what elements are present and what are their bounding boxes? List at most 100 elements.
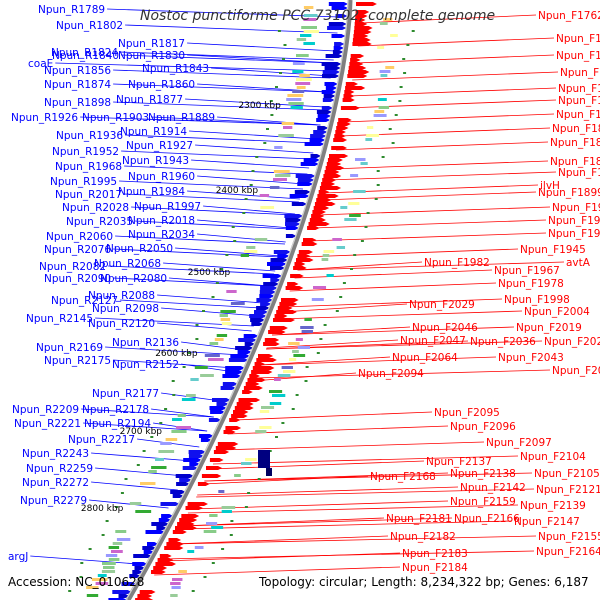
gene-label[interactable]: Npun_R1889 [148, 112, 215, 124]
gene-label[interactable]: argJ [8, 551, 28, 563]
gene-label[interactable]: Npun_F2105 [534, 468, 600, 480]
gene-label[interactable]: Npun_F2043 [498, 352, 564, 364]
gene-label[interactable]: Npun_R2120 [88, 318, 155, 330]
gene-label[interactable]: Npun_R2018 [128, 215, 195, 227]
gene-label[interactable]: Npun_F2138 [450, 468, 516, 480]
gene-label[interactable]: Npun_F1871 [550, 156, 600, 168]
gene-label[interactable]: Npun_F1899 [538, 187, 600, 199]
gene-label[interactable]: Npun_F1909 [552, 202, 600, 214]
gene-label[interactable]: Npun_F2147 [514, 516, 580, 528]
gene-label[interactable]: Npun_F2182 [390, 531, 456, 543]
gene-label[interactable]: avtA [566, 257, 591, 269]
gene-label[interactable]: Npun_R2017 [55, 189, 122, 201]
gene-label[interactable]: Npun_F2166 [454, 513, 520, 525]
gene-label[interactable]: Npun_R1802 [56, 20, 123, 32]
gene-label[interactable]: Npun_F1815 [558, 83, 600, 95]
gene-label[interactable]: Npun_R1968 [55, 161, 122, 173]
gene-label[interactable]: Npun_F1775 [556, 33, 600, 45]
gene-label[interactable]: Npun_F2004 [524, 306, 590, 318]
gene-label[interactable]: Npun_R2243 [22, 448, 89, 460]
gene-label[interactable]: Npun_R2034 [128, 229, 195, 241]
gene-label[interactable]: Npun_R1877 [116, 94, 183, 106]
gene-label[interactable]: Npun_R2068 [94, 258, 161, 270]
gene-label[interactable]: Npun_F2168 [370, 471, 436, 483]
gene-label[interactable]: Npun_F2095 [434, 407, 500, 419]
gene-label[interactable]: Npun_R2178 [82, 404, 149, 416]
gene-label[interactable]: Npun_R1926 [11, 112, 78, 124]
gene-label[interactable]: Npun_F2155 [538, 531, 600, 543]
gene-label[interactable]: Npun_R1984 [118, 186, 185, 198]
gene-label[interactable]: Npun_R1830 [118, 50, 185, 62]
gene-label[interactable]: Npun_R1995 [50, 176, 117, 188]
gene-label[interactable]: Npun_F1932 [548, 228, 600, 240]
gene-label[interactable]: Npun_R1914 [120, 126, 187, 138]
gene-label[interactable]: Npun_R2145 [26, 313, 93, 325]
gene-label[interactable]: Npun_F2047 [400, 335, 466, 347]
gene-label[interactable]: Npun_R1789 [38, 4, 105, 16]
gene-label[interactable]: Npun_R2177 [92, 388, 159, 400]
gene-label[interactable]: Npun_F1825 [558, 95, 600, 107]
gene-label[interactable]: Npun_R1860 [128, 79, 195, 91]
gene-label[interactable]: Npun_R2098 [92, 303, 159, 315]
gene-label[interactable]: Npun_R2050 [106, 243, 173, 255]
gene-label[interactable]: Npun_F1858 [550, 137, 600, 149]
gene-label[interactable]: Npun_F2184 [402, 562, 468, 574]
gene-label[interactable]: Npun_R2076 [44, 244, 111, 256]
gene-label[interactable]: Npun_F1879 [558, 167, 600, 179]
gene-label[interactable]: Npun_R2259 [26, 463, 93, 475]
gene-label[interactable]: Npun_R1960 [128, 171, 195, 183]
gene-label[interactable]: Npun_R1936 [56, 130, 123, 142]
gene-label[interactable]: Npun_R2152 [112, 359, 179, 371]
gene-label[interactable]: Npun_F1982 [424, 257, 490, 269]
gene-label[interactable]: Npun_R2217 [68, 434, 135, 446]
gene-label[interactable]: Npun_F2027 [544, 336, 600, 348]
gene-label[interactable]: Npun_F1967 [494, 265, 560, 277]
gene-label[interactable]: Npun_F2097 [486, 437, 552, 449]
gene-label[interactable]: Npun_F1792 [556, 50, 600, 62]
gene-label[interactable]: Npun_R2088 [88, 290, 155, 302]
gene-label[interactable]: Npun_R2080 [100, 273, 167, 285]
gene-label[interactable]: Npun_F1833 [556, 109, 600, 121]
gene-label[interactable]: Npun_R2028 [62, 202, 129, 214]
gene-label[interactable]: Npun_F1762 [538, 10, 600, 22]
gene-label[interactable]: Npun_F2036 [470, 336, 536, 348]
gene-label[interactable]: Npun_R2279 [20, 495, 87, 507]
gene-label[interactable]: Npun_R2272 [22, 477, 89, 489]
gene-label[interactable]: Npun_F2064 [392, 352, 458, 364]
gene-label[interactable]: Npun_R2060 [46, 231, 113, 243]
gene-label[interactable]: Npun_F2183 [402, 548, 468, 560]
gene-label[interactable]: coaE [28, 58, 53, 70]
gene-label[interactable]: Npun_R1927 [126, 140, 193, 152]
gene-label[interactable]: Npun_R1898 [44, 97, 111, 109]
gene-label[interactable]: Npun_F2019 [516, 322, 582, 334]
gene-label[interactable]: Npun_F2029 [409, 299, 475, 311]
gene-label[interactable]: Npun_F2104 [520, 451, 586, 463]
gene-label[interactable]: Npun_R1840 [52, 50, 119, 62]
gene-label[interactable]: Npun_R2169 [36, 342, 103, 354]
gene-label[interactable]: Npun_F2046 [412, 322, 478, 334]
gene-label[interactable]: Npun_F2096 [450, 421, 516, 433]
gene-label[interactable]: Npun_R1824 [51, 47, 118, 59]
gene-label[interactable]: Npun_F1978 [498, 278, 564, 290]
gene-label[interactable]: Npun_F1945 [520, 244, 586, 256]
gene-label[interactable]: Npun_R2090 [44, 273, 111, 285]
gene-label[interactable]: Npun_R2136 [112, 337, 179, 349]
gene-label[interactable]: Npun_F2142 [460, 482, 526, 494]
gene-label[interactable]: Npun_R2127 [51, 295, 118, 307]
gene-label[interactable]: Npun_R1874 [44, 79, 111, 91]
gene-label[interactable]: Npun_F1998 [504, 294, 570, 306]
gene-label[interactable]: Npun_R1843 [142, 63, 209, 75]
gene-label[interactable]: Npun_R2209 [12, 404, 79, 416]
gene-label[interactable]: Npun_R2194 [84, 418, 151, 430]
gene-label[interactable]: Npun_F2159 [450, 496, 516, 508]
gene-label[interactable]: Npun_F1921 [548, 215, 600, 227]
gene-label[interactable]: Npun_F2137 [426, 456, 492, 468]
gene-label[interactable]: Npun_F2139 [520, 500, 586, 512]
gene-label[interactable]: Npun_F2164 [536, 546, 600, 558]
gene-label[interactable]: Npun_F2044 [552, 365, 600, 377]
gene-label[interactable]: Npun_F2121 [536, 484, 600, 496]
gene-label[interactable]: Npun_R2175 [44, 355, 111, 367]
gene-label[interactable]: Npun_R1856 [44, 65, 111, 77]
gene-label[interactable]: Npun_R2082 [39, 261, 106, 273]
gene-label[interactable]: Npun_R1903 [82, 112, 149, 124]
